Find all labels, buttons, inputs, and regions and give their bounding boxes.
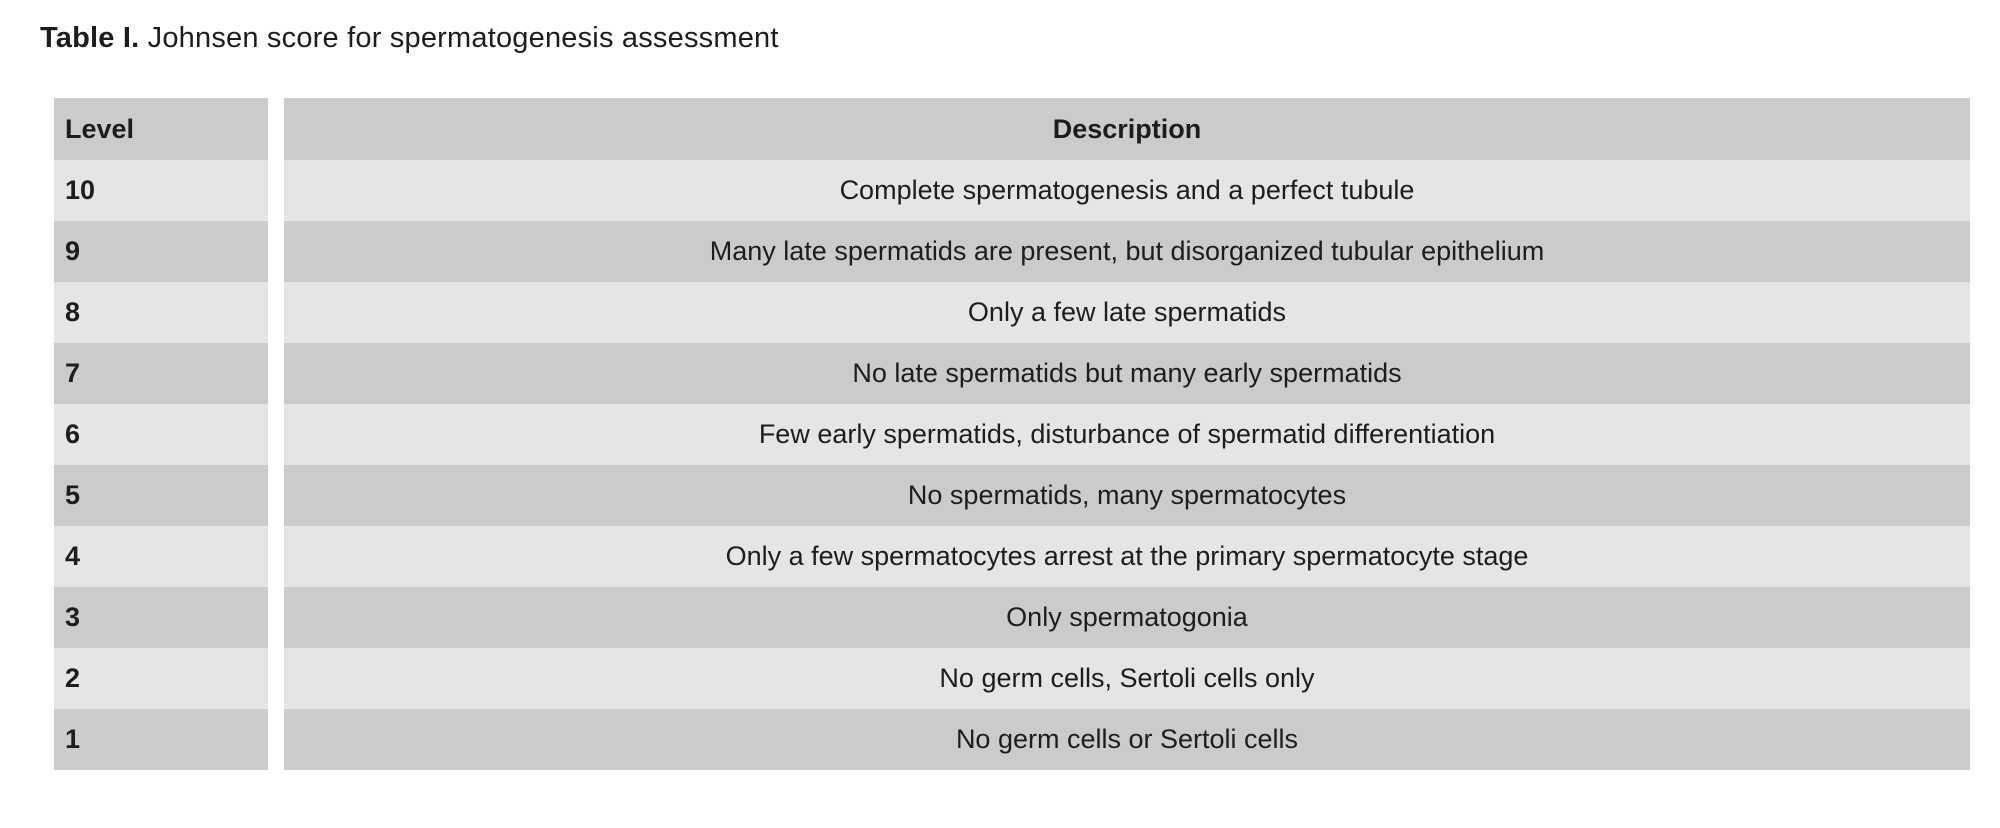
level-cell: 2: [54, 648, 268, 709]
level-cell: 5: [54, 465, 268, 526]
description-cell: Only spermatogonia: [284, 587, 1970, 648]
level-cell: 6: [54, 404, 268, 465]
level-cell: 10: [54, 160, 268, 221]
level-cell: 7: [54, 343, 268, 404]
table-caption-text: Johnsen score for spermatogenesis assess…: [139, 22, 779, 54]
level-cell: 9: [54, 221, 268, 282]
table-row-level-8: 8 Only a few late spermatids: [54, 282, 1970, 343]
table-body: 10 Complete spermatogenesis and a perfec…: [54, 160, 1970, 770]
table-row-level-7: 7 No late spermatids but many early sper…: [54, 343, 1970, 404]
table-row-level-2: 2 No germ cells, Sertoli cells only: [54, 648, 1970, 709]
table-row-level-6: 6 Few early spermatids, disturbance of s…: [54, 404, 1970, 465]
level-cell: 1: [54, 709, 268, 770]
description-cell: Few early spermatids, disturbance of spe…: [284, 404, 1970, 465]
table-caption: Table I. Johnsen score for spermatogenes…: [40, 22, 779, 55]
description-cell: Many late spermatids are present, but di…: [284, 221, 1970, 282]
table-row-level-10: 10 Complete spermatogenesis and a perfec…: [54, 160, 1970, 221]
description-cell: No germ cells, Sertoli cells only: [284, 648, 1970, 709]
level-column-header: Level: [54, 98, 268, 160]
table-row-level-1: 1 No germ cells or Sertoli cells: [54, 709, 1970, 770]
description-cell: No germ cells or Sertoli cells: [284, 709, 1970, 770]
description-cell: Complete spermatogenesis and a perfect t…: [284, 160, 1970, 221]
description-column-header: Description: [284, 98, 1970, 160]
description-cell: Only a few late spermatids: [284, 282, 1970, 343]
description-cell: No spermatids, many spermatocytes: [284, 465, 1970, 526]
johnsen-score-table: Level Description 10 Complete spermatoge…: [54, 98, 1970, 770]
table-header-row: Level Description: [54, 98, 1970, 160]
table-caption-label: Table I.: [40, 22, 140, 54]
description-cell: Only a few spermatocytes arrest at the p…: [284, 526, 1970, 587]
description-cell: No late spermatids but many early sperma…: [284, 343, 1970, 404]
table-row-level-4: 4 Only a few spermatocytes arrest at the…: [54, 526, 1970, 587]
level-cell: 3: [54, 587, 268, 648]
level-cell: 8: [54, 282, 268, 343]
level-cell: 4: [54, 526, 268, 587]
table-row-level-3: 3 Only spermatogonia: [54, 587, 1970, 648]
table-row-level-5: 5 No spermatids, many spermatocytes: [54, 465, 1970, 526]
table-row-level-9: 9 Many late spermatids are present, but …: [54, 221, 1970, 282]
